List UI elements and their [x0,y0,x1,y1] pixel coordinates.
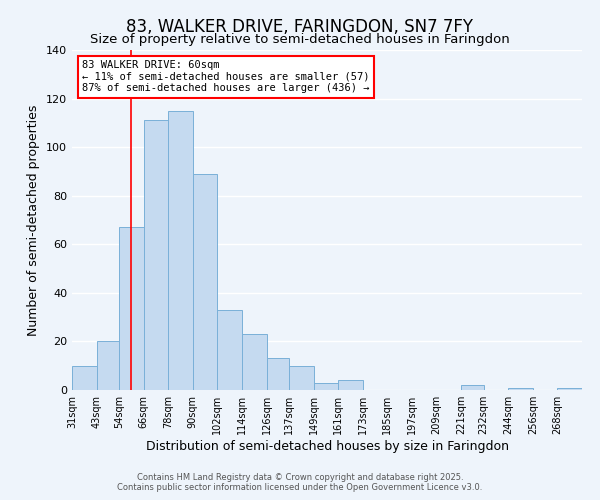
Text: Contains HM Land Registry data © Crown copyright and database right 2025.
Contai: Contains HM Land Registry data © Crown c… [118,473,482,492]
Bar [143,120,168,390]
Bar [119,228,143,390]
Bar [97,342,119,390]
Bar [314,382,338,390]
Text: Size of property relative to semi-detached houses in Faringdon: Size of property relative to semi-detach… [90,32,510,46]
Bar [508,388,533,390]
Bar [461,385,484,390]
Text: 83 WALKER DRIVE: 60sqm
← 11% of semi-detached houses are smaller (57)
87% of sem: 83 WALKER DRIVE: 60sqm ← 11% of semi-det… [82,60,370,94]
Text: 83, WALKER DRIVE, FARINGDON, SN7 7FY: 83, WALKER DRIVE, FARINGDON, SN7 7FY [127,18,473,36]
Bar [266,358,289,390]
Bar [193,174,217,390]
Bar [289,366,314,390]
Bar [557,388,582,390]
Bar [242,334,266,390]
Bar [338,380,363,390]
Y-axis label: Number of semi-detached properties: Number of semi-detached properties [28,104,40,336]
Bar [72,366,97,390]
X-axis label: Distribution of semi-detached houses by size in Faringdon: Distribution of semi-detached houses by … [146,440,509,453]
Bar [217,310,242,390]
Bar [168,110,193,390]
